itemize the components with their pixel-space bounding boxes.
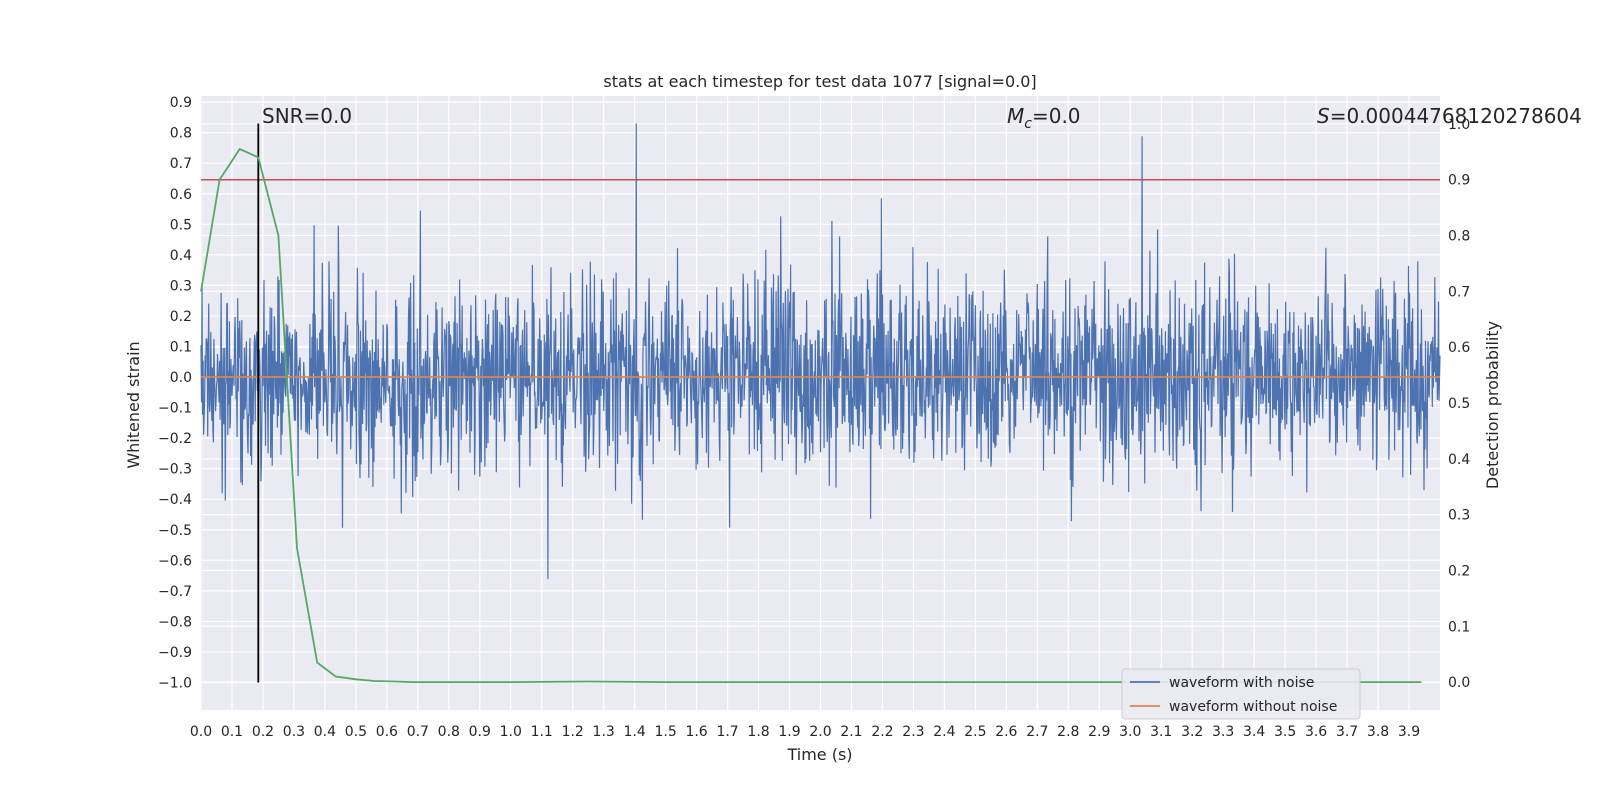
y-tick-label: 0.2: [170, 309, 192, 325]
x-tick-label: 3.4: [1243, 724, 1265, 740]
legend: waveform with noise waveform without noi…: [1121, 668, 1361, 720]
x-tick-label: 2.3: [902, 724, 924, 740]
y-tick-label: −0.1: [158, 401, 192, 417]
y2-tick-label: 0.3: [1448, 508, 1470, 524]
x-tick-label: 0.9: [469, 724, 491, 740]
x-tick-label: 1.8: [747, 724, 769, 740]
x-tick-label: 1.5: [654, 724, 676, 740]
x-tick-labels: 0.0 0.1 0.2 0.3 0.4 0.5 0.6 0.7 0.8 0.9 1.0 1.1 1.2 1…: [190, 724, 1420, 740]
y2-tick-label: 0.2: [1448, 563, 1470, 579]
x-axis-label: Time (s): [786, 745, 852, 764]
y-tick-label: −0.9: [158, 645, 192, 661]
y-tick-label: 0.9: [170, 95, 192, 111]
x-tick-label: 1.6: [685, 724, 707, 740]
annotation-s: S=0.00044768120278604: [1317, 104, 1582, 128]
x-tick-label: 1.7: [716, 724, 738, 740]
y-tick-labels: 0.9 0.8 0.7 0.6 0.5 0.4 0.3 0.2 0.1 0.0 −0.1 −0.2 −0…: [158, 95, 192, 691]
x-tick-label: 2.5: [964, 724, 986, 740]
x-tick-label: 2.2: [871, 724, 893, 740]
y-tick-label: 0.8: [170, 126, 192, 142]
y-tick-label: −0.7: [158, 584, 192, 600]
y-grid: [201, 101, 1440, 684]
x-tick-label: 1.4: [624, 724, 646, 740]
y2-axis-label: Detection probability: [1483, 321, 1502, 489]
x-tick-label: 2.8: [1057, 724, 1079, 740]
y2-tick-label: 0.7: [1448, 284, 1470, 300]
noise-trace: [200, 123, 1441, 580]
y2-tick-label: 0.6: [1448, 340, 1470, 356]
x-tick-label: 1.2: [562, 724, 584, 740]
x-tick-label: 2.7: [1026, 724, 1048, 740]
y2-tick-label: 0.0: [1448, 675, 1470, 691]
annotation-chirp-mass: Mc=0.0: [1007, 104, 1081, 132]
y-tick-label: −0.2: [158, 431, 192, 447]
x-tick-label: 3.7: [1336, 724, 1358, 740]
x-tick-label: 0.8: [438, 724, 460, 740]
x-tick-label: 3.5: [1274, 724, 1296, 740]
x-tick-label: 0.7: [407, 724, 429, 740]
annotation-snr: SNR=0.0: [262, 104, 352, 128]
y-axis-label: Whitened strain: [124, 341, 143, 468]
x-tick-label: 3.1: [1150, 724, 1172, 740]
y-tick-label: 0.1: [170, 339, 192, 355]
x-tick-label: 3.8: [1367, 724, 1389, 740]
x-tick-label: 2.1: [840, 724, 862, 740]
y-tick-label: −0.5: [158, 523, 192, 539]
y-tick-label: −0.3: [158, 462, 192, 478]
x-tick-label: 2.6: [995, 724, 1017, 740]
x-tick-label: 3.3: [1212, 724, 1234, 740]
y-tick-label: 0.7: [170, 156, 192, 172]
x-tick-label: 1.9: [778, 724, 800, 740]
x-tick-label: 0.0: [190, 724, 212, 740]
y-tick-label: 0.3: [170, 278, 192, 294]
y2-tick-label: 0.8: [1448, 229, 1470, 245]
y2-tick-label: 0.1: [1448, 619, 1470, 635]
legend-box: [1121, 668, 1361, 720]
y2-tick-label: 1.0: [1448, 117, 1470, 133]
y-tick-label: −0.4: [158, 492, 192, 508]
y2-tick-labels: 1.0 0.9 0.8 0.7 0.6 0.5 0.4 0.3 0.2 0.1 0.0: [1448, 117, 1470, 691]
x-tick-label: 0.6: [376, 724, 398, 740]
x-tick-label: 0.1: [221, 724, 243, 740]
x-tick-label: 2.9: [1088, 724, 1110, 740]
y-tick-label: 0.0: [170, 370, 192, 386]
x-tick-label: 3.9: [1398, 724, 1420, 740]
y-tick-label: 0.4: [170, 248, 192, 264]
y-tick-label: −0.6: [158, 553, 192, 569]
x-tick-label: 3.0: [1119, 724, 1141, 740]
chart-title: stats at each timestep for test data 107…: [603, 72, 1036, 91]
x-tick-label: 3.6: [1305, 724, 1327, 740]
x-tick-label: 0.5: [345, 724, 367, 740]
y-tick-label: −0.8: [158, 614, 192, 630]
x-tick-label: 1.1: [531, 724, 553, 740]
y2-tick-label: 0.4: [1448, 452, 1470, 468]
x-tick-label: 0.2: [252, 724, 274, 740]
x-tick-label: 1.0: [500, 724, 522, 740]
y-tick-label: 0.5: [170, 217, 192, 233]
x-tick-label: 2.0: [809, 724, 831, 740]
x-tick-label: 0.3: [283, 724, 305, 740]
legend-label-clean: waveform without noise: [1169, 699, 1337, 715]
series-detection-probability: [200, 147, 1422, 683]
x-tick-label: 0.4: [314, 724, 336, 740]
x-tick-label: 2.4: [933, 724, 955, 740]
x-tick-label: 3.2: [1181, 724, 1203, 740]
y-tick-label: 0.6: [170, 187, 192, 203]
y-tick-label: −1.0: [158, 676, 192, 692]
y2-tick-label: 0.5: [1448, 396, 1470, 412]
y2-tick-label: 0.9: [1448, 173, 1470, 189]
legend-label-noise: waveform with noise: [1169, 675, 1314, 691]
x-tick-label: 1.3: [593, 724, 615, 740]
series-waveform-with-noise: [200, 123, 1441, 580]
